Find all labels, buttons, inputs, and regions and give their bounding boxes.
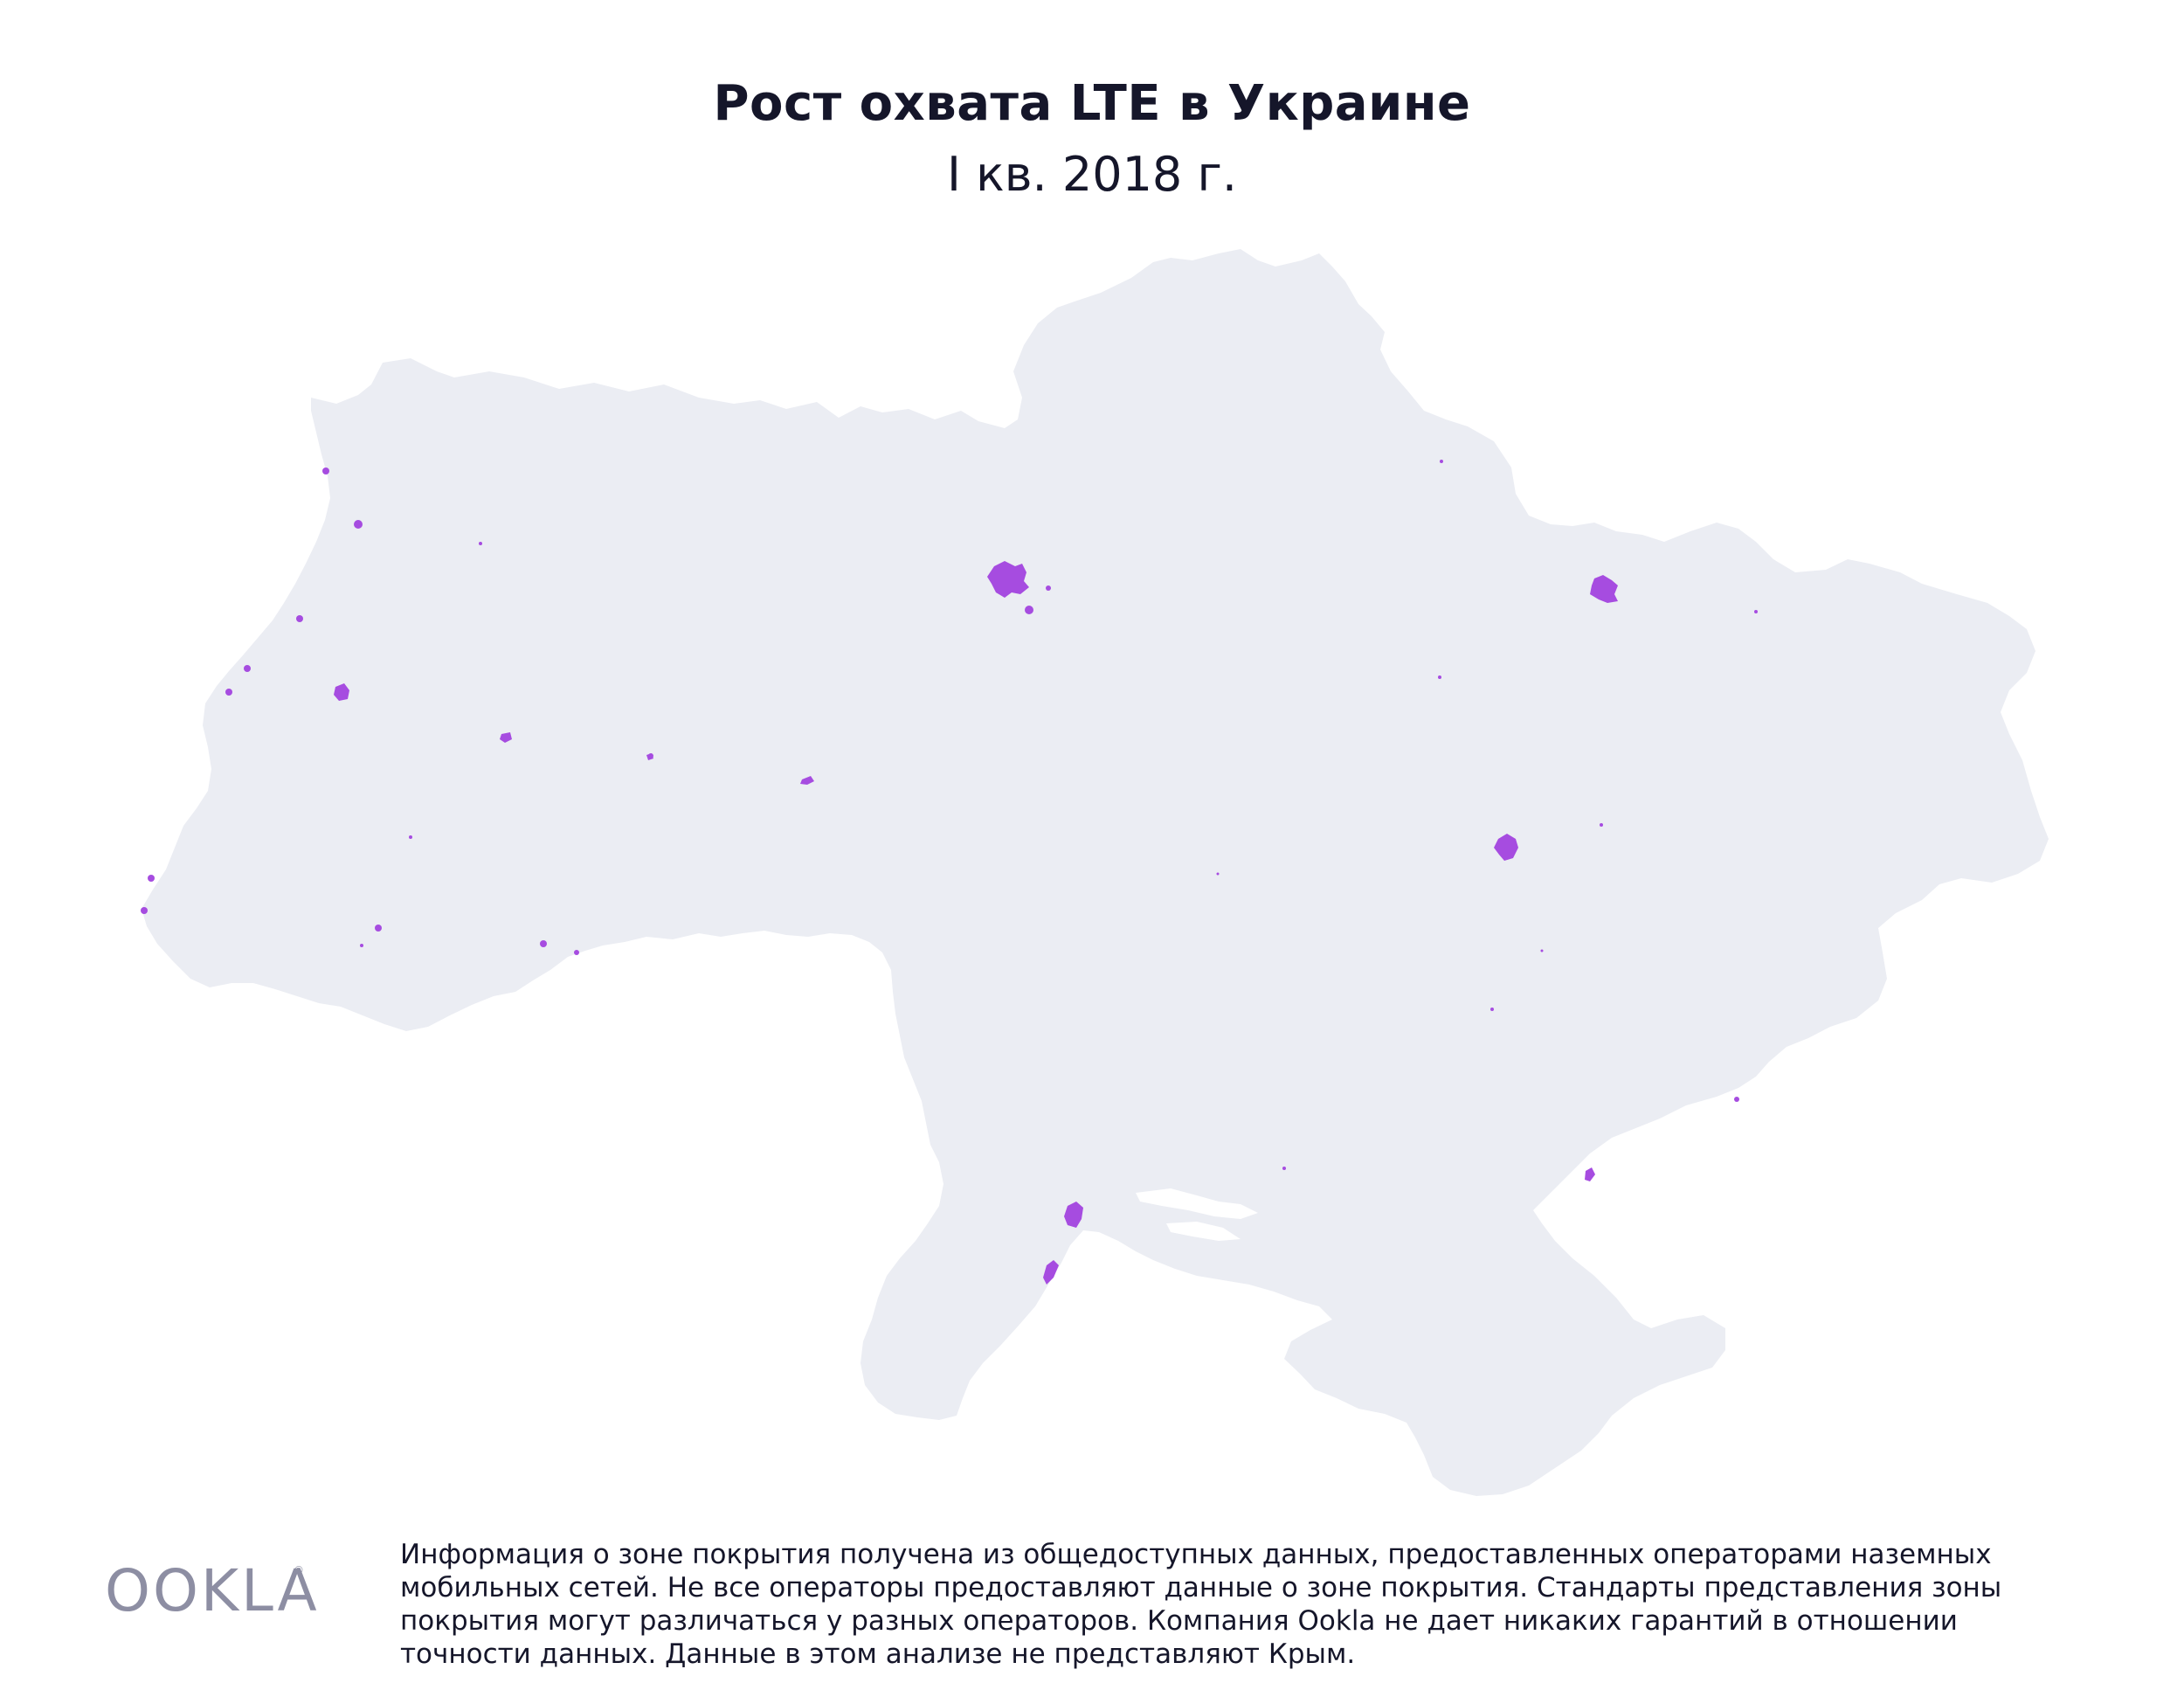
coverage-berdyansk [1734,1097,1739,1102]
coverage-town-17 [1600,823,1603,827]
coverage-kyiv-suburb-2 [1046,585,1051,591]
coverage-lviv [334,683,349,701]
coverage-town-11 [360,944,363,947]
coverage-town-9 [141,907,148,914]
coverage-kyiv [987,561,1029,598]
coverage-town-20 [1540,949,1544,952]
coverage-town-19 [1216,872,1220,876]
coverage-town-7 [409,835,412,839]
coverage-town-16 [1438,675,1441,679]
coverage-town-12 [540,940,547,947]
coverage-town-6 [225,689,232,696]
coverage-town-3 [479,542,482,545]
coverage-town-15 [1440,460,1443,463]
coverage-town-14 [648,753,653,758]
coverage-town-22 [1282,1167,1286,1170]
page-title: Рост охвата LTE в Украине [713,75,1471,132]
coverage-mariupol [1585,1167,1595,1181]
coverage-kharkiv [1590,575,1618,603]
kinburn-spit [1166,1222,1241,1241]
coverage-town-18 [1754,610,1758,613]
coverage-disclaimer: Информация о зоне покрытия получена из о… [400,1539,2002,1670]
coverage-town-8 [148,875,155,882]
page-subtitle: I кв. 2018 г. [947,147,1237,202]
ookla-logo: OOKLA [105,1557,320,1624]
coverage-kyiv-suburb-1 [1025,606,1033,614]
coverage-town-5 [244,665,251,672]
coverage-town-10 [375,925,382,932]
ukraine-territory [142,249,2049,1496]
coverage-dnipro [1494,834,1518,861]
coverage-ternopil [500,732,512,743]
coverage-layer [141,460,1758,1285]
coverage-vinnytsia [800,776,814,785]
coverage-town-4 [296,615,303,622]
coverage-town-1 [322,468,329,474]
coverage-town-13 [574,950,579,955]
dnipro-estuary [1136,1188,1258,1219]
coverage-town-2 [354,520,363,529]
coverage-illichivsk [1043,1260,1059,1285]
coverage-odesa [1064,1202,1083,1228]
ookla-logo-registered-mark: ® [294,1564,304,1576]
coverage-town-21 [1490,1008,1494,1011]
